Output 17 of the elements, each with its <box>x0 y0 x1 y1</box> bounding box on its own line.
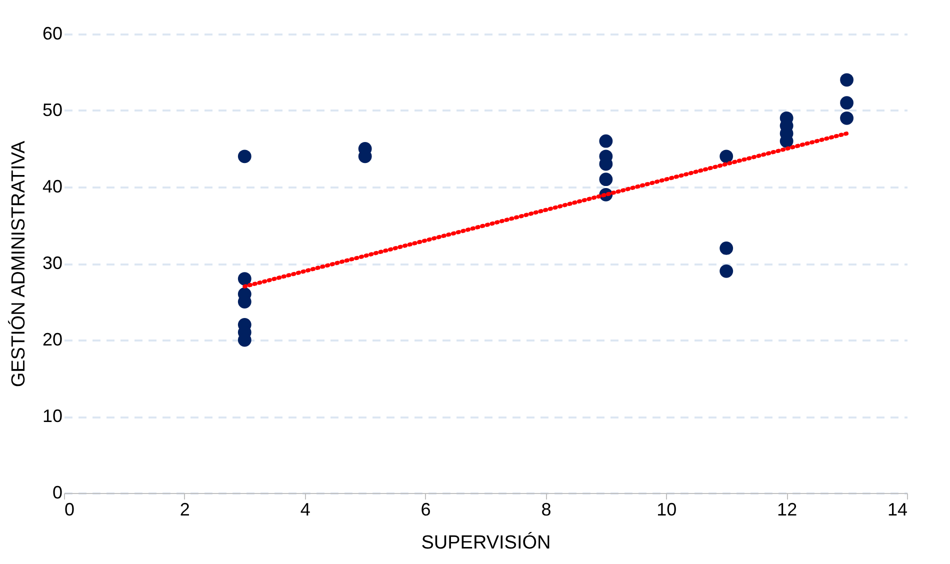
y-tick-label: 50 <box>42 100 62 120</box>
x-tick-label: 4 <box>300 500 310 520</box>
x-tick-label: 0 <box>64 500 75 520</box>
x-tick-label: 8 <box>541 500 552 520</box>
y-tick-label: 30 <box>42 253 62 273</box>
y-tick-label: 0 <box>52 482 62 502</box>
x-tick-label: 2 <box>180 500 190 520</box>
y-tick-label: 10 <box>42 406 62 426</box>
y-axis-title: GESTIÓN ADMINISTRATIVA <box>7 140 30 388</box>
x-tick-label: 10 <box>656 500 677 520</box>
x-axis-title: SUPERVISIÓN <box>421 532 551 554</box>
x-tick-label: 12 <box>777 500 798 520</box>
y-tick-label: 60 <box>42 24 62 44</box>
y-tick-label: 20 <box>42 330 62 350</box>
x-tick-label: 6 <box>420 500 431 520</box>
y-tick-label: 40 <box>42 176 62 196</box>
x-tick-label: 14 <box>887 500 908 520</box>
